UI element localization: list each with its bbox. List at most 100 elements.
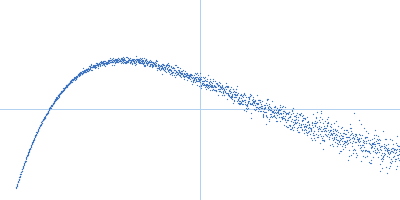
Point bbox=[228, 95, 234, 98]
Point bbox=[87, 65, 93, 68]
Point bbox=[145, 60, 152, 63]
Point bbox=[289, 117, 296, 121]
Point bbox=[166, 68, 172, 71]
Point bbox=[132, 57, 139, 60]
Point bbox=[247, 102, 253, 105]
Point bbox=[261, 106, 267, 109]
Point bbox=[236, 101, 243, 105]
Point bbox=[249, 101, 255, 104]
Point bbox=[172, 71, 178, 74]
Point bbox=[180, 69, 186, 72]
Point bbox=[50, 100, 57, 103]
Point bbox=[223, 92, 229, 95]
Point bbox=[132, 61, 139, 64]
Point bbox=[172, 68, 178, 71]
Point bbox=[126, 60, 133, 64]
Point bbox=[394, 154, 400, 157]
Point bbox=[240, 102, 246, 105]
Point bbox=[256, 107, 262, 111]
Point bbox=[248, 116, 255, 119]
Point bbox=[334, 139, 341, 142]
Point bbox=[74, 74, 80, 77]
Point bbox=[53, 96, 60, 99]
Point bbox=[131, 59, 137, 62]
Point bbox=[294, 128, 300, 131]
Point bbox=[173, 69, 180, 72]
Point bbox=[145, 61, 151, 64]
Point bbox=[392, 160, 398, 163]
Point bbox=[53, 97, 59, 100]
Point bbox=[84, 69, 91, 72]
Point bbox=[199, 83, 206, 86]
Point bbox=[58, 89, 65, 93]
Point bbox=[348, 126, 354, 129]
Point bbox=[181, 76, 187, 79]
Point bbox=[292, 115, 298, 118]
Point bbox=[310, 132, 316, 135]
Point bbox=[359, 143, 365, 147]
Point bbox=[275, 109, 281, 112]
Point bbox=[155, 64, 162, 67]
Point bbox=[273, 111, 279, 115]
Point bbox=[159, 73, 166, 76]
Point bbox=[269, 111, 276, 114]
Point bbox=[308, 136, 314, 140]
Point bbox=[191, 79, 197, 82]
Point bbox=[293, 116, 299, 119]
Point bbox=[328, 133, 335, 136]
Point bbox=[202, 76, 208, 79]
Point bbox=[379, 159, 385, 162]
Point bbox=[63, 84, 69, 87]
Point bbox=[154, 66, 160, 69]
Point bbox=[53, 97, 59, 100]
Point bbox=[328, 132, 334, 135]
Point bbox=[234, 92, 240, 95]
Point bbox=[171, 68, 177, 71]
Point bbox=[389, 149, 395, 152]
Point bbox=[71, 78, 78, 81]
Point bbox=[369, 141, 376, 144]
Point bbox=[168, 71, 175, 75]
Point bbox=[21, 162, 27, 165]
Point bbox=[324, 117, 331, 120]
Point bbox=[232, 93, 238, 97]
Point bbox=[274, 110, 280, 113]
Point bbox=[358, 160, 364, 163]
Point bbox=[72, 75, 78, 79]
Point bbox=[202, 80, 209, 83]
Point bbox=[149, 65, 155, 69]
Point bbox=[240, 95, 246, 99]
Point bbox=[285, 124, 292, 127]
Point bbox=[115, 61, 121, 64]
Point bbox=[212, 79, 218, 82]
Point bbox=[74, 75, 80, 79]
Point bbox=[340, 137, 346, 140]
Point bbox=[248, 98, 255, 101]
Point bbox=[198, 86, 204, 89]
Point bbox=[80, 67, 87, 70]
Point bbox=[230, 88, 236, 91]
Point bbox=[18, 170, 25, 173]
Point bbox=[187, 73, 194, 76]
Point bbox=[28, 146, 34, 149]
Point bbox=[35, 128, 42, 131]
Point bbox=[123, 59, 129, 62]
Point bbox=[376, 144, 382, 147]
Point bbox=[232, 92, 239, 95]
Point bbox=[18, 170, 24, 173]
Point bbox=[243, 103, 250, 106]
Point bbox=[79, 73, 85, 76]
Point bbox=[280, 115, 286, 118]
Point bbox=[333, 135, 339, 138]
Point bbox=[336, 131, 343, 134]
Point bbox=[223, 88, 229, 91]
Point bbox=[358, 146, 364, 149]
Point bbox=[305, 126, 312, 129]
Point bbox=[334, 128, 340, 131]
Point bbox=[369, 145, 375, 148]
Point bbox=[37, 124, 44, 128]
Point bbox=[52, 98, 58, 101]
Point bbox=[40, 117, 46, 120]
Point bbox=[216, 89, 222, 92]
Point bbox=[69, 81, 75, 84]
